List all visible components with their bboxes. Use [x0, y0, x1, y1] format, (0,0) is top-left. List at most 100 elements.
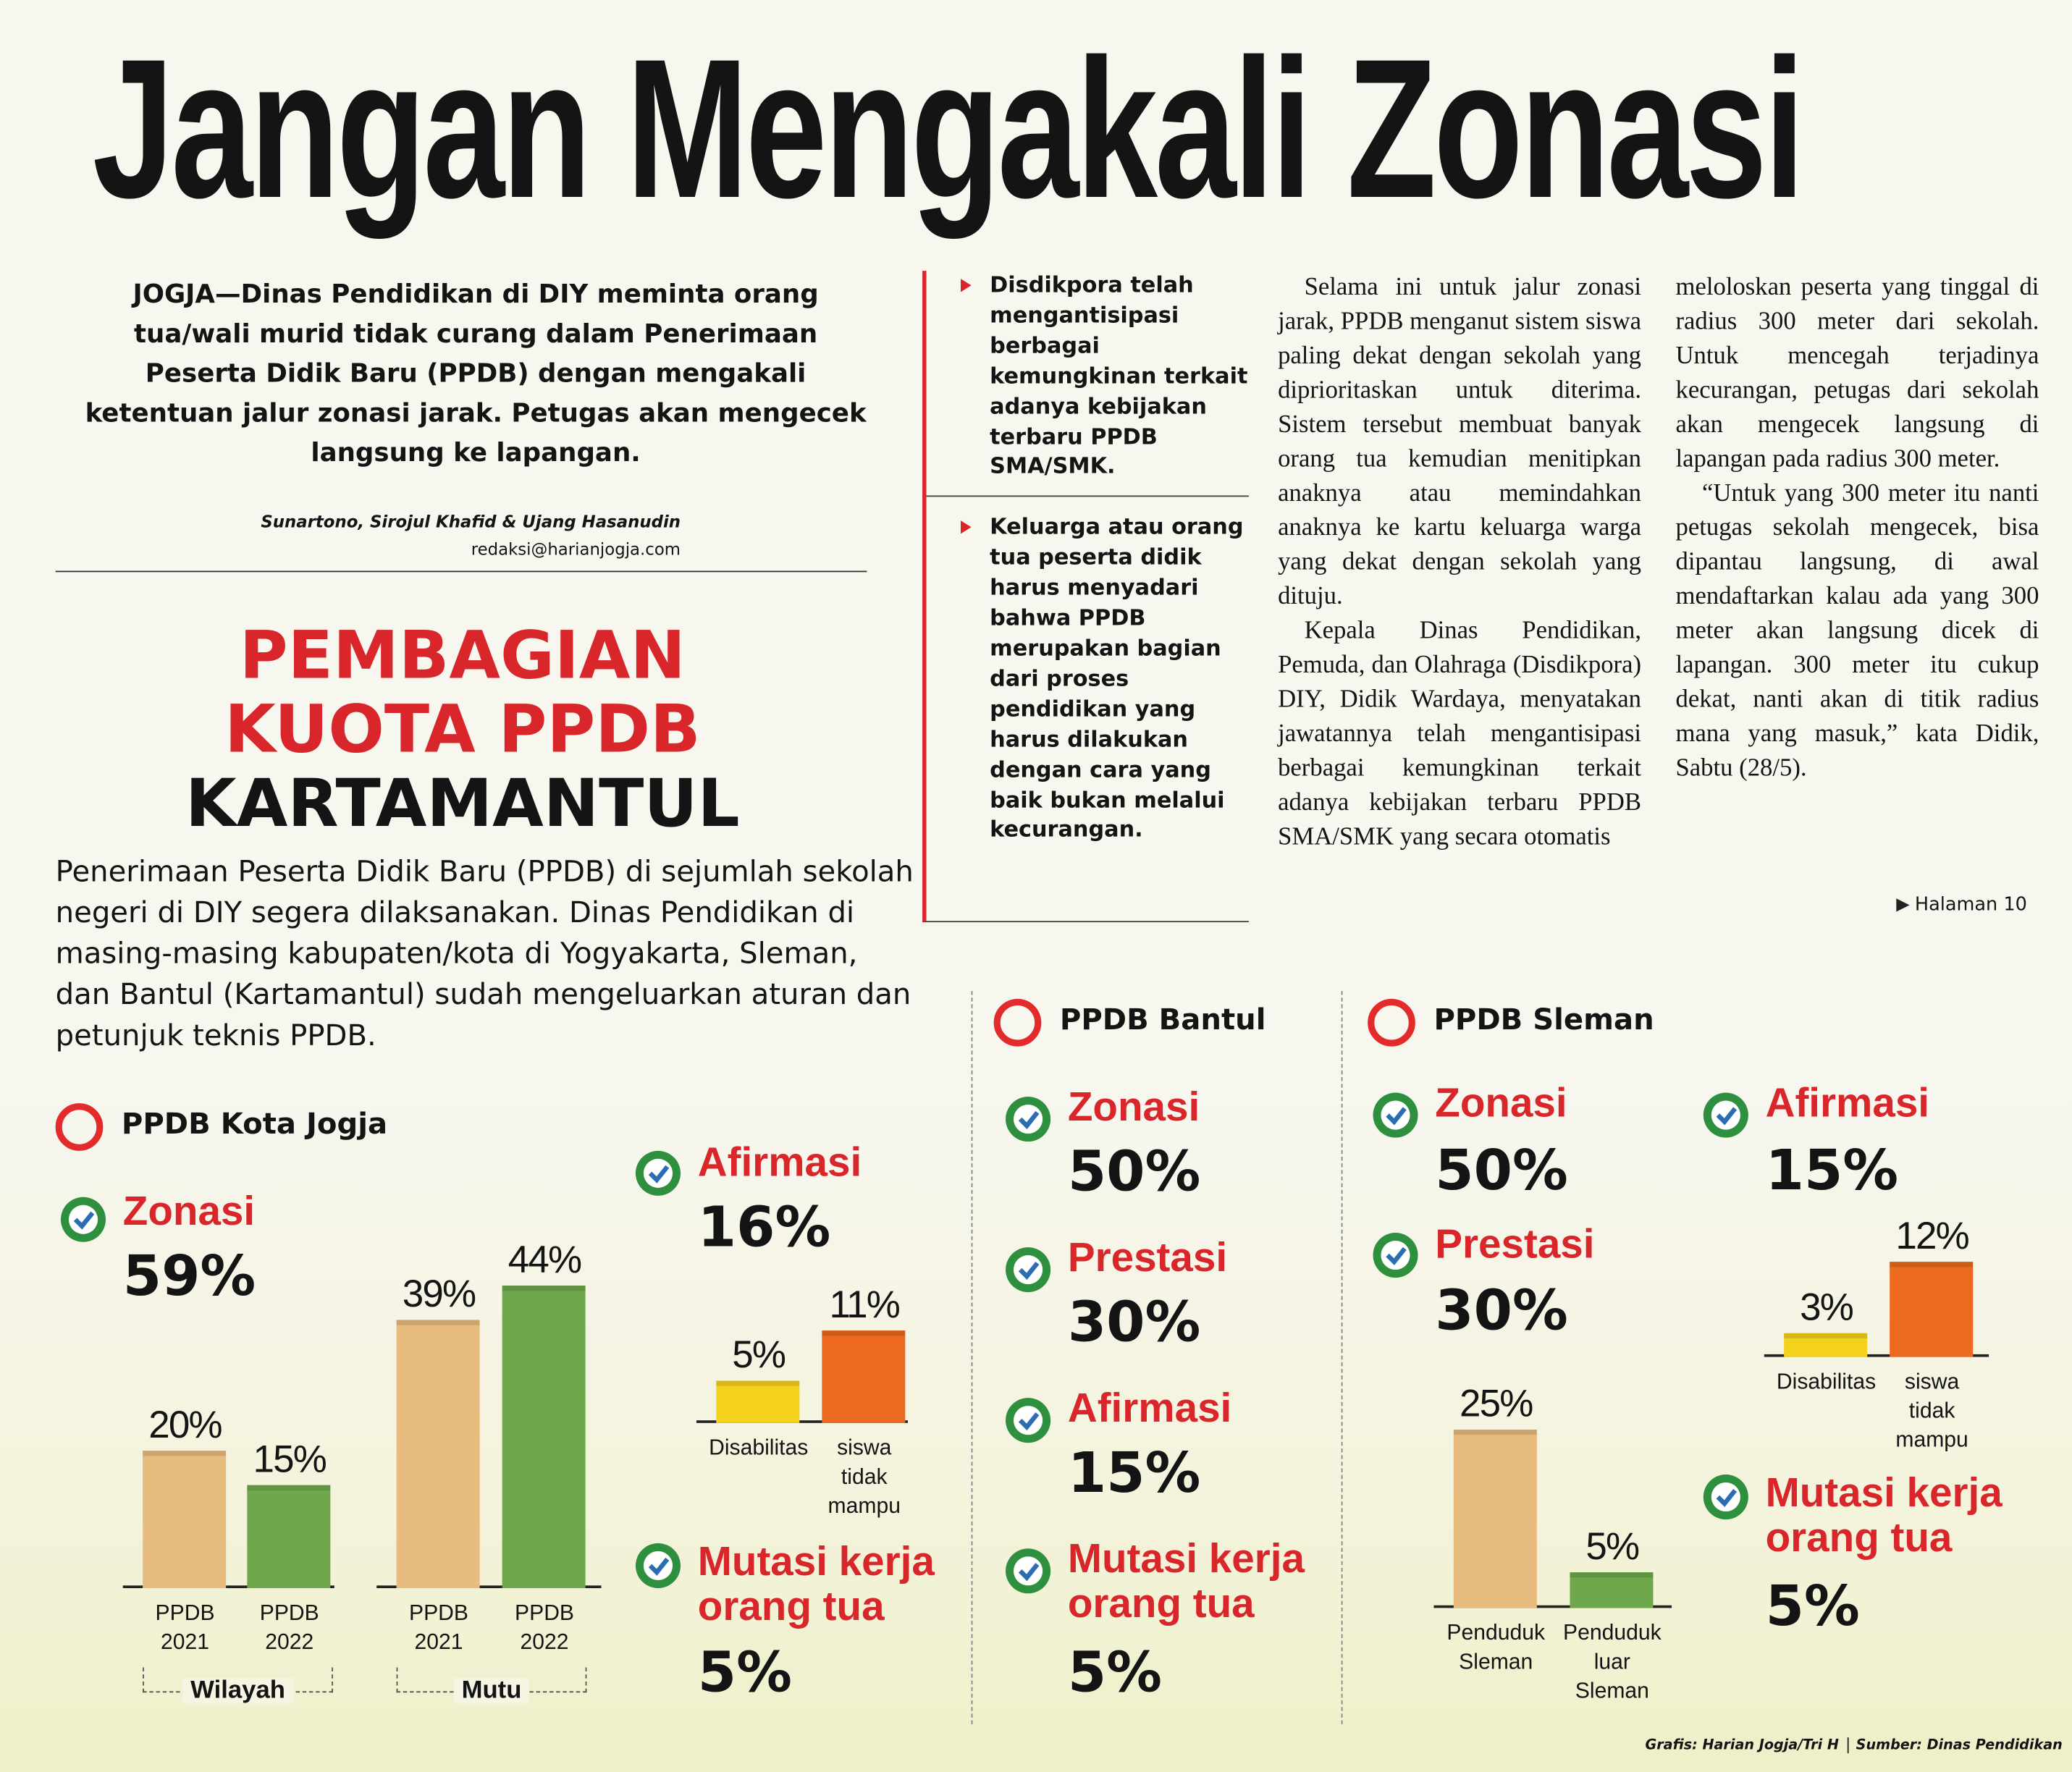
bar-value-label: 20% [148, 1404, 222, 1447]
quota-label: Afirmasi [1067, 1384, 1232, 1431]
quota-label: Zonasi [122, 1187, 256, 1234]
check-svg [1006, 1096, 1051, 1142]
lede: JOGJA—Dinas Pendidikan di DIY meminta or… [85, 279, 867, 468]
bar-category: PPDB 2021 [155, 1601, 215, 1655]
check-icon [1702, 1092, 1750, 1139]
bar [1453, 1429, 1537, 1608]
bar-category: Penduduk Sleman [1446, 1621, 1546, 1674]
quota-value: 16% [697, 1194, 831, 1260]
section-title: PPDB Sleman [1368, 998, 1654, 1047]
headline: Jangan Mengakali Zonasi [92, 17, 1805, 240]
bar [502, 1286, 586, 1589]
bar-category: PPDB 2021 [408, 1601, 469, 1655]
title-line: KUOTA PPDB [224, 691, 701, 768]
group-name: Wilayah [182, 1678, 293, 1703]
quota-value: 30% [1067, 1289, 1201, 1354]
quota-label: Mutasi kerja orang tua [1765, 1469, 2002, 1561]
check-icon [1372, 1231, 1420, 1279]
bar-value-label: 5% [732, 1334, 786, 1377]
email: redaksi@harianjogja.com [471, 539, 681, 560]
paragraph: Selama ini untuk jalur zonasi jarak, PPD… [1278, 273, 1642, 611]
check-icon [634, 1542, 682, 1590]
bar [396, 1320, 480, 1589]
check-icon [1004, 1095, 1052, 1143]
check-svg [1373, 1092, 1418, 1138]
paragraph: “Untuk yang 300 meter itu nanti petugas … [1675, 479, 2039, 782]
quota-label: Zonasi [1067, 1083, 1200, 1130]
bar-value-label: 3% [1800, 1286, 1854, 1330]
infographic-intro: Penerimaan Peserta Didik Baru (PPDB) di … [55, 856, 914, 1053]
quota-value: 50% [1067, 1139, 1201, 1204]
quota-label: Mutasi kerja orang tua [697, 1537, 935, 1629]
check-svg [1006, 1548, 1051, 1594]
title-line: KARTAMANTUL [185, 764, 740, 842]
bar [822, 1330, 906, 1423]
quota-label: Afirmasi [697, 1139, 862, 1186]
quota-label: Prestasi [1435, 1220, 1595, 1267]
title-line: PEMBAGIAN [239, 617, 686, 694]
body-column: Selama ini untuk jalur zonasi jarak, PPD… [1278, 271, 1641, 855]
quota-value: 5% [697, 1640, 792, 1705]
check-svg [635, 1543, 681, 1589]
check-svg [635, 1150, 681, 1196]
quota-value: 5% [1067, 1640, 1163, 1705]
quota-label: Mutasi kerja orang tua [1067, 1535, 1305, 1627]
check-icon [1702, 1473, 1750, 1521]
check-svg [1703, 1474, 1748, 1520]
bar [716, 1380, 800, 1423]
bar [1890, 1262, 1974, 1357]
bar-value-label: 5% [1585, 1526, 1640, 1569]
quota-value: 5% [1765, 1573, 1860, 1639]
credit-graphic: Grafis: Harian Jogja/Tri H [1645, 1737, 1839, 1754]
bar-category: PPDB 2022 [259, 1601, 319, 1655]
check-svg [1006, 1398, 1051, 1443]
check-icon [1004, 1246, 1052, 1294]
bar-value-label: 44% [508, 1239, 582, 1282]
bar-value-label: 25% [1459, 1383, 1533, 1426]
bar-category: Disabilitas [709, 1436, 809, 1460]
quota-label: Zonasi [1435, 1079, 1567, 1126]
bar-chart: 3% Disabilitas 12% siswa tidak mampu [1764, 1218, 1989, 1452]
byline: Sunartono, Sirojul Khafid & Ujang Hasanu… [261, 511, 681, 531]
highlight: Keluarga atau orang tua peserta didik ha… [927, 513, 1249, 846]
check-svg [1006, 1247, 1051, 1293]
rule [55, 570, 867, 573]
bar [1570, 1572, 1654, 1608]
bar-value-label: 12% [1895, 1215, 1969, 1258]
paragraph: meloloskan peserta yang tinggal di radiu… [1675, 273, 2039, 473]
check-icon [634, 1149, 682, 1197]
bar-chart: 5% Disabilitas 11% siswa tidak mampu [696, 1286, 908, 1518]
bar-category: siswa tidak mampu [1895, 1370, 1968, 1453]
bar-chart: 20% PPDB 2021 15% PPDB 2022 [122, 1406, 334, 1654]
quota-value: 50% [1435, 1137, 1568, 1203]
check-svg [1703, 1092, 1748, 1138]
divider [971, 990, 973, 1725]
quota-label: Afirmasi [1765, 1079, 1930, 1126]
bar [1784, 1333, 1868, 1357]
credit-source: Sumber: Dinas Pendidikan [1846, 1737, 2063, 1754]
group-name: Mutu [453, 1678, 530, 1703]
bar-chart: 25% Penduduk Sleman 5% Penduduk luar Sleman [1433, 1385, 1672, 1703]
group-bracket: Wilayah [143, 1667, 333, 1703]
paragraph: Kepala Dinas Pendidikan, Pemuda, dan Ola… [1278, 617, 1642, 851]
bar-value-label: 39% [402, 1273, 476, 1317]
infographic-title: PEMBAGIAN KUOTA PPDB KARTAMANTUL [53, 618, 872, 840]
divider [1341, 990, 1343, 1725]
continued: Halaman 10 [1896, 896, 2027, 914]
quota-value: 15% [1765, 1137, 1899, 1203]
check-icon [1004, 1396, 1052, 1444]
check-svg [1373, 1233, 1418, 1278]
section-title: PPDB Kota Jogja [55, 1103, 387, 1151]
check-icon [1004, 1547, 1052, 1595]
highlights: Disdikpora telah mengantisipasi berbagai… [922, 271, 1249, 923]
check-icon [59, 1196, 107, 1244]
credit: Grafis: Harian Jogja/Tri H Sumber: Dinas … [1645, 1737, 2063, 1754]
bar [247, 1485, 331, 1589]
quota-value: 30% [1435, 1278, 1568, 1343]
bar-chart: 39% PPDB 2021 44% PPDB 2022 [376, 1241, 602, 1654]
bar [143, 1451, 227, 1589]
check-icon [1372, 1092, 1420, 1139]
bar-category: Penduduk luar Sleman [1563, 1621, 1662, 1703]
